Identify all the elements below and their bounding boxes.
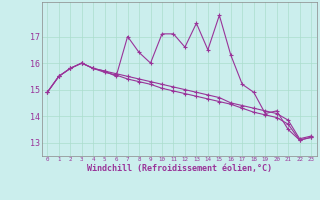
X-axis label: Windchill (Refroidissement éolien,°C): Windchill (Refroidissement éolien,°C) [87, 164, 272, 173]
